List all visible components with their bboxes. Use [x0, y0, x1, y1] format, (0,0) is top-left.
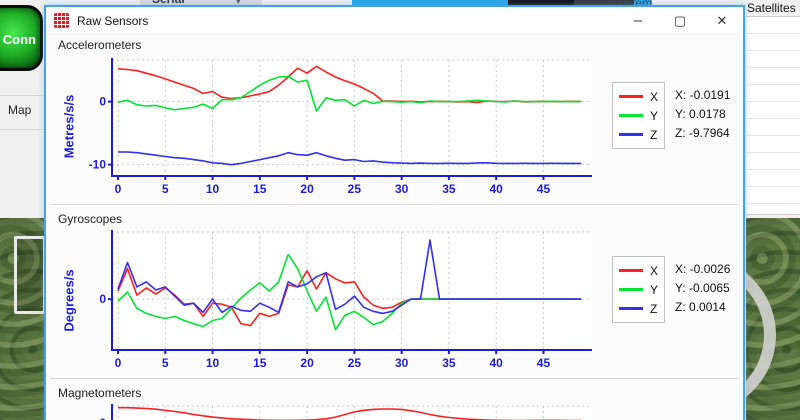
- svg-text:20: 20: [300, 356, 314, 370]
- satellites-list-panel: [746, 16, 800, 215]
- svg-text:0: 0: [115, 182, 122, 196]
- svg-text:15: 15: [253, 182, 267, 196]
- section-divider: [50, 204, 739, 205]
- svg-text:45: 45: [537, 182, 551, 196]
- accel-value-x: X: -0.0191: [675, 88, 731, 102]
- svg-text:15: 15: [253, 356, 267, 370]
- serial-dropdown-label: Serial: [152, 0, 262, 6]
- accel-value-y: Y: 0.0178: [675, 107, 726, 121]
- gyro-value-z: Z: 0.0014: [675, 300, 726, 314]
- satellites-label: Satellites: [747, 1, 796, 15]
- svg-text:0: 0: [99, 416, 106, 420]
- gyro-legend-box: X Y Z: [612, 256, 666, 323]
- svg-text:35: 35: [442, 356, 456, 370]
- top-progress-bar: [352, 0, 652, 6]
- magnetometers-title: Magnetometers: [58, 386, 142, 400]
- legend-label-y: Y: [650, 282, 659, 297]
- gyro-y-axis-label: Degrees/s: [61, 269, 77, 332]
- section-divider: [50, 378, 739, 379]
- svg-text:25: 25: [348, 356, 362, 370]
- gyro-legend: X Y Z X: -0.0026 Y: -0.0065 Z: 0.0014: [612, 256, 730, 323]
- svg-text:20: 20: [300, 182, 314, 196]
- progress-bar-dark-segment-2: [574, 0, 634, 6]
- legend-label-z: Z: [650, 127, 658, 142]
- svg-text:25: 25: [348, 182, 362, 196]
- close-button[interactable]: ✕: [701, 7, 743, 35]
- legend-line-y-icon: [619, 114, 643, 117]
- divider: [0, 129, 44, 130]
- svg-text:0: 0: [99, 292, 106, 306]
- accel-legend: X Y Z X: -0.0191 Y: 0.0178 Z: -9.7964: [612, 82, 730, 149]
- legend-line-x-icon: [619, 95, 643, 98]
- map-view-right[interactable]: [746, 218, 800, 420]
- legend-label-x: X: [650, 263, 659, 278]
- svg-text:0: 0: [99, 95, 106, 109]
- accel-value-z: Z: -9.7964: [675, 126, 730, 140]
- minimize-button[interactable]: –: [617, 7, 659, 35]
- raw-sensors-app-icon: [54, 13, 69, 28]
- map-view-left[interactable]: [0, 218, 44, 420]
- map-structure-outline: [14, 236, 44, 314]
- legend-label-x: X: [650, 89, 659, 104]
- gyro-value-y: Y: -0.0065: [675, 281, 730, 295]
- legend-label-z: Z: [650, 301, 658, 316]
- accelerometers-title: Accelerometers: [58, 38, 142, 52]
- svg-text:-10: -10: [89, 158, 107, 172]
- svg-text:30: 30: [395, 356, 409, 370]
- divider: [0, 95, 44, 96]
- legend-label-y: Y: [650, 108, 659, 123]
- window-titlebar[interactable]: Raw Sensors – ▢ ✕: [46, 7, 743, 35]
- svg-text:40: 40: [490, 182, 504, 196]
- accel-y-axis-label-col: Metres/s/s: [56, 54, 82, 202]
- gyro-live-values: X: -0.0026 Y: -0.0065 Z: 0.0014: [675, 256, 730, 323]
- gyro-value-x: X: -0.0026: [675, 262, 731, 276]
- accelerometers-chart: 0 5 10 15 20 25 30 35 40 45 0 -10: [89, 58, 592, 196]
- accel-legend-box: X Y Z: [612, 82, 666, 149]
- gyroscopes-chart: 0 5 10 15 20 25 30 35 40 45 0: [99, 230, 592, 370]
- gyro-y-axis-label-col: Degrees/s: [56, 228, 82, 376]
- svg-text:45: 45: [537, 356, 551, 370]
- gyroscopes-title: Gyroscopes: [58, 212, 123, 226]
- svg-text:10: 10: [206, 182, 220, 196]
- connect-button-label: Conn: [2, 32, 36, 47]
- accel-live-values: X: -0.0191 Y: 0.0178 Z: -9.7964: [675, 82, 730, 149]
- svg-text:0: 0: [115, 356, 122, 370]
- connect-button[interactable]: Conn: [0, 5, 43, 71]
- svg-text:40: 40: [490, 356, 504, 370]
- svg-text:10: 10: [206, 356, 220, 370]
- maximize-button[interactable]: ▢: [659, 7, 701, 35]
- map-tab-label[interactable]: Map: [8, 103, 32, 117]
- gyroscopes-section: Gyroscopes Degrees/s 0 5 10 15 20 25 30 35 40 45 0…: [46, 205, 743, 376]
- progress-bar-dark-segment: [508, 0, 574, 6]
- accelerometers-section: Accelerometers Metres/s/s 0 5 10 15 20 25 30 35…: [46, 35, 743, 202]
- legend-line-z-icon: [619, 133, 643, 136]
- svg-text:30: 30: [395, 182, 409, 196]
- map-ring-road: [746, 256, 776, 414]
- svg-text:5: 5: [162, 182, 169, 196]
- mag-y-axis-label-col: [56, 402, 82, 420]
- legend-line-x-icon: [619, 269, 643, 272]
- legend-line-z-icon: [619, 307, 643, 310]
- accel-y-axis-label: Metres/s/s: [61, 94, 77, 159]
- legend-line-y-icon: [619, 288, 643, 291]
- chevron-down-icon: ▾: [236, 0, 241, 6]
- raw-sensors-window: Raw Sensors – ▢ ✕ Accelerometers Metres/…: [44, 5, 745, 420]
- svg-text:5: 5: [162, 356, 169, 370]
- window-title: Raw Sensors: [77, 13, 149, 28]
- svg-text:35: 35: [442, 182, 456, 196]
